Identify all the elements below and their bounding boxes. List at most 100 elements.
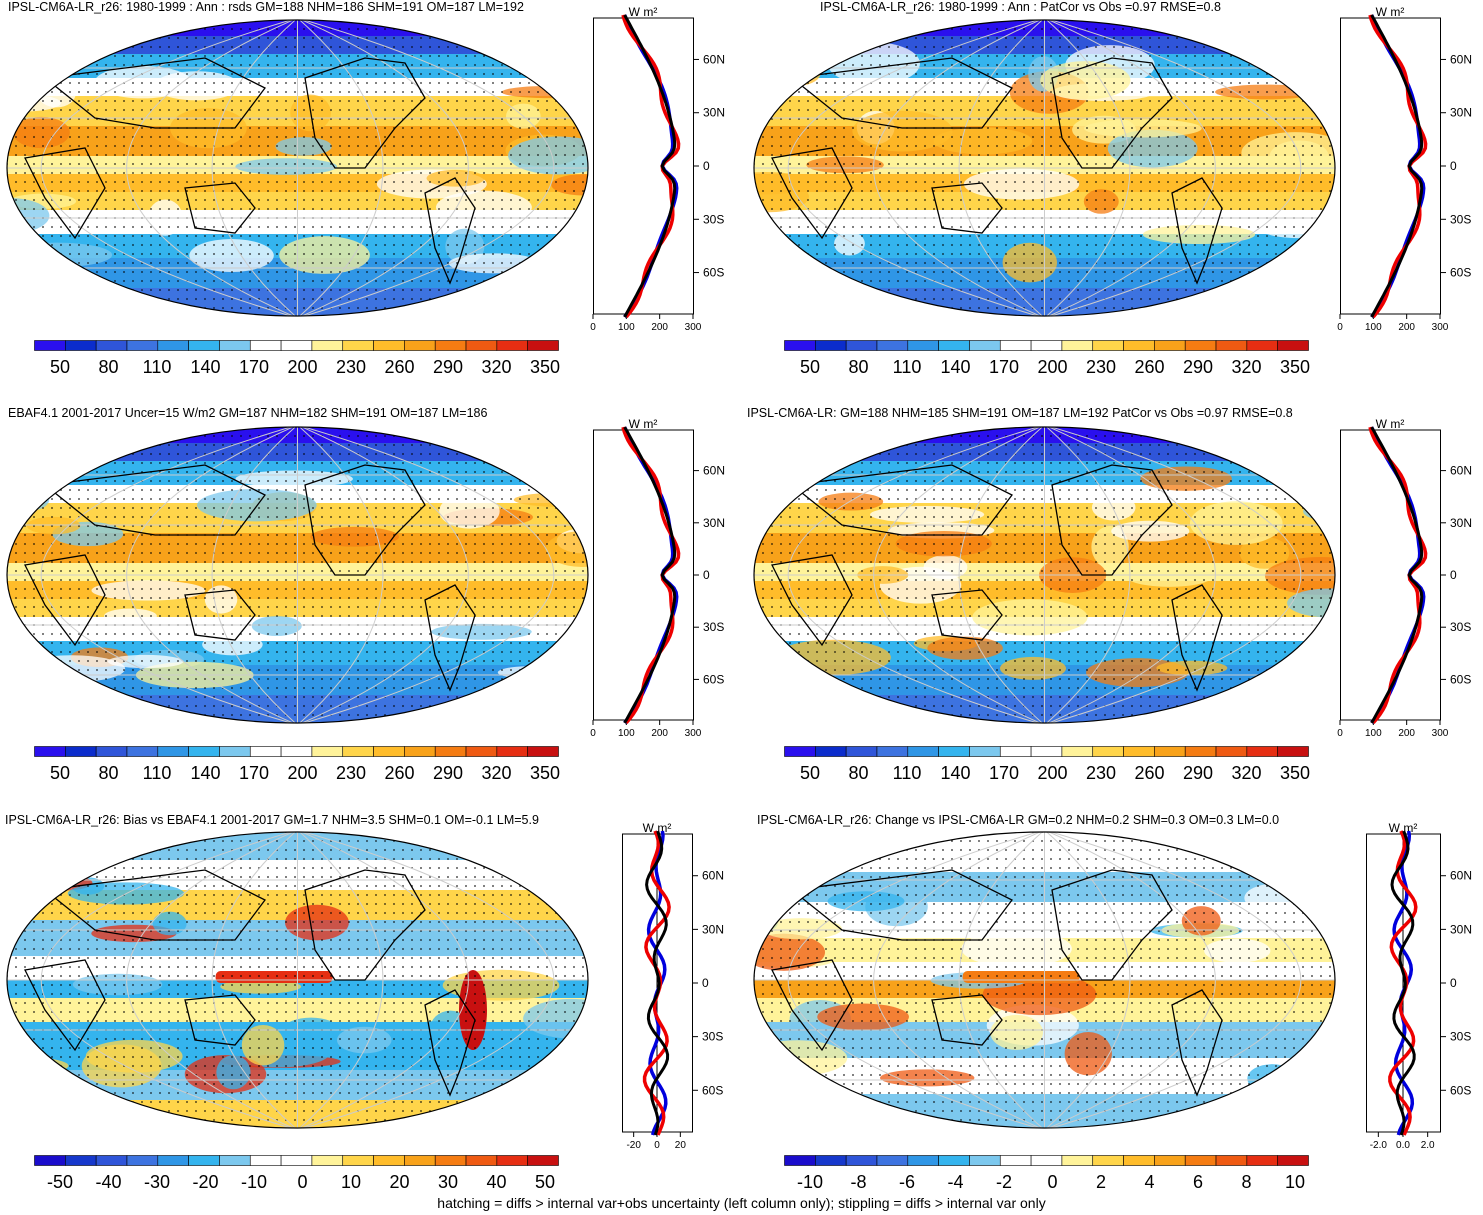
colorbar-swatch	[280, 1155, 313, 1166]
colorbar-swatch	[404, 340, 436, 351]
colorbar-swatch	[34, 340, 66, 351]
colorbar-swatch	[404, 746, 436, 757]
colorbar-tick-label: 260	[1134, 357, 1165, 377]
zonal-lat-label: 0	[1450, 976, 1457, 990]
colorbar-tick-label: 230	[335, 357, 367, 377]
colorbar-swatch	[373, 746, 405, 757]
colorbar-tick-label: 350	[529, 763, 561, 783]
colorbar-swatch	[876, 1155, 909, 1166]
zonal-x-tick-label: -20	[626, 1140, 641, 1151]
colorbar-tick-label: 200	[287, 357, 318, 377]
zonal-lat-label: 60S	[1450, 1083, 1471, 1097]
colorbar-swatch	[1246, 1155, 1278, 1166]
colorbar-tick-label: -6	[898, 1172, 916, 1192]
colorbar-swatch	[1061, 340, 1094, 351]
colorbar-tick-label: 40	[486, 1172, 507, 1192]
colorbar-tick-label: 230	[1085, 357, 1117, 377]
panel-title: IPSL-CM6A-LR_r26: Change vs IPSL-CM6A-LR…	[757, 813, 1280, 827]
colorbar-tick-label: 350	[1279, 763, 1311, 783]
colorbar-swatch	[1061, 1155, 1094, 1166]
colorbar-swatch	[1215, 1155, 1248, 1166]
colorbar-swatch	[434, 1155, 467, 1166]
colorbar-1	[34, 340, 559, 351]
colorbar-tick-label: -50	[46, 1172, 74, 1192]
colorbar-tick-label: -2	[995, 1172, 1013, 1192]
colorbar-swatch	[95, 340, 128, 351]
colorbar-tick-label: 170	[988, 357, 1020, 377]
zonal-x-tick-label: 0	[590, 322, 596, 333]
colorbar-tick-label: 170	[238, 357, 270, 377]
colorbar-5	[34, 1155, 559, 1166]
colorbar-tick-label: 110	[892, 357, 922, 377]
colorbar-tick-label: 320	[1231, 357, 1262, 377]
colorbar-swatch	[342, 746, 374, 757]
colorbar-swatch	[1030, 340, 1063, 351]
colorbar-tick-label: -10	[796, 1172, 824, 1192]
zonal-unit-label: W m²	[629, 5, 658, 19]
colorbar-tick-label: 230	[1085, 763, 1117, 783]
zonal-x-tick-label: 100	[618, 728, 635, 739]
colorbar-swatch	[311, 1155, 344, 1166]
colorbar-swatch	[815, 746, 847, 757]
zonal-mean-line	[623, 426, 677, 724]
colorbar-tick-label: 0	[1047, 1172, 1058, 1192]
zonal-lat-label: 60N	[702, 869, 724, 883]
zonal-x-tick-label: 300	[685, 728, 702, 739]
zonal-x-tick-label: 200	[651, 322, 668, 333]
colorbar-swatch	[938, 746, 970, 757]
zonal-x-tick-label: 0	[590, 728, 596, 739]
colorbar-2	[784, 340, 1309, 351]
colorbar-tick-label: -30	[143, 1172, 171, 1192]
colorbar-swatch	[311, 340, 344, 351]
colorbar-tick-label: 140	[940, 763, 971, 783]
colorbar-tick-label: -8	[850, 1172, 867, 1192]
colorbar-swatch	[126, 340, 159, 351]
colorbar-swatch	[157, 746, 189, 757]
colorbar-swatch	[527, 746, 559, 757]
panel-title: IPSL-CM6A-LR_r26: 1980-1999 : Ann : PatC…	[820, 0, 1221, 14]
colorbar-swatch	[465, 340, 498, 351]
colorbar-swatch	[845, 1155, 878, 1166]
colorbar-swatch	[95, 746, 128, 757]
zonal-lat-label: 30N	[703, 106, 725, 120]
colorbar-swatch	[1154, 340, 1186, 351]
colorbar-swatch	[1092, 340, 1124, 351]
zonal-lat-label: 30N	[1450, 922, 1472, 936]
zonal-x-tick-label: 300	[1432, 728, 1449, 739]
colorbar-tick-label: 290	[432, 763, 464, 783]
colorbar-swatch	[219, 340, 251, 351]
zonal-lat-label: 60S	[703, 266, 724, 280]
colorbar-swatch	[999, 746, 1032, 757]
zonal-mean-panel-2: W m² 60N 30N 0 30S 60S 0 100 200 300	[1337, 5, 1472, 333]
colorbar-tick-label: 80	[98, 763, 119, 783]
map-panel-4	[753, 426, 1336, 724]
colorbar-tick-label: 320	[481, 357, 512, 377]
colorbar-tick-label: 200	[1037, 763, 1068, 783]
colorbar-swatch	[1277, 746, 1309, 757]
colorbar-swatch	[188, 746, 220, 757]
colorbar-swatch	[969, 1155, 1001, 1166]
colorbar-swatch	[969, 340, 1001, 351]
colorbar-swatch	[938, 340, 970, 351]
zonal-x-tick-label: 100	[1365, 322, 1382, 333]
map-panel-6	[753, 831, 1336, 1129]
colorbar-tick-label: 320	[481, 763, 512, 783]
colorbar-swatch	[465, 746, 498, 757]
colorbar-tick-label: 320	[1231, 763, 1262, 783]
colorbar-swatch	[496, 340, 528, 351]
colorbar-swatch	[1277, 340, 1309, 351]
zonal-lat-label: 60S	[703, 672, 724, 686]
zonal-lat-label: 60S	[1450, 266, 1471, 280]
colorbar-tick-label: 200	[1037, 357, 1068, 377]
zonal-mean-panel-1: W m² 60N 30N 0 30S 60S 0 100 200 300	[590, 5, 725, 333]
zonal-unit-label: W m²	[1376, 417, 1405, 431]
colorbar-swatch	[938, 1155, 970, 1166]
colorbar-tick-label: 260	[1134, 763, 1165, 783]
colorbar-tick-label: 140	[190, 763, 221, 783]
zonal-x-tick-label: 0	[1337, 728, 1343, 739]
zonal-lat-label: 60N	[703, 52, 725, 66]
zonal-x-tick-label: 300	[1432, 322, 1449, 333]
map-panel-5	[6, 831, 589, 1129]
zonal-mean-line	[1370, 426, 1424, 724]
zonal-x-tick-label: 300	[685, 322, 702, 333]
